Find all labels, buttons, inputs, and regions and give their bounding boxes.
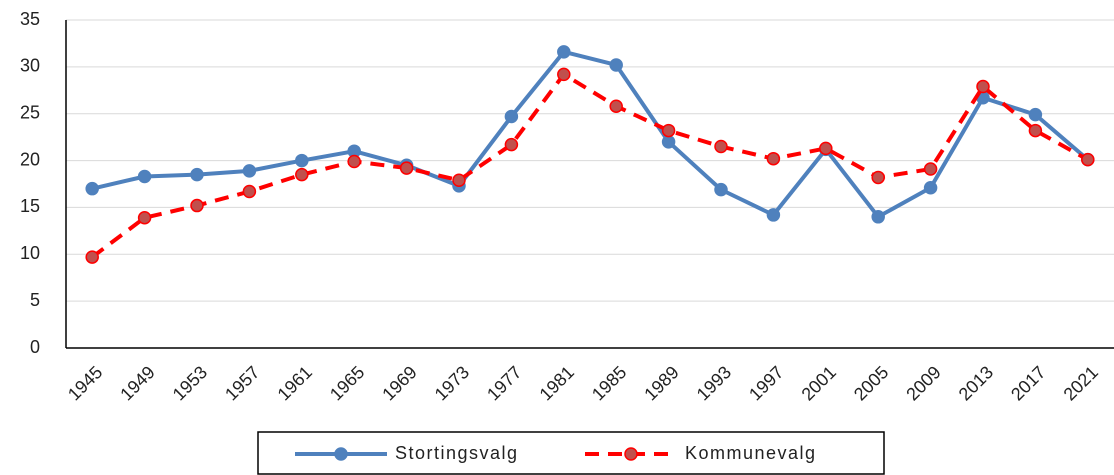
point (504, 109, 519, 124)
point (871, 210, 885, 224)
point (190, 167, 204, 182)
y-tick-label: 30 (20, 56, 40, 76)
point (347, 154, 361, 169)
point (871, 170, 885, 185)
x-tick-label: 2021 (1060, 362, 1102, 404)
y-tick-label: 25 (20, 102, 40, 122)
point (976, 79, 990, 94)
point (557, 67, 571, 82)
x-tick-label: 2017 (1007, 362, 1049, 404)
legend-label: Stortingsvalg (395, 443, 519, 463)
series-line (91, 49, 1090, 219)
point (923, 162, 938, 176)
x-tick-label: 2009 (902, 362, 944, 404)
point (190, 198, 204, 213)
point (819, 141, 833, 156)
point (1028, 107, 1043, 122)
point (766, 151, 781, 166)
x-tick-label: 2013 (955, 362, 997, 404)
x-tick-label: 2005 (850, 362, 892, 404)
series-line (90, 72, 1089, 259)
y-tick-label: 35 (20, 9, 40, 29)
point (85, 181, 99, 196)
point (766, 208, 781, 222)
point (714, 139, 728, 154)
x-tick-label: 1957 (221, 362, 263, 404)
point (661, 123, 676, 138)
x-tick-label: 1977 (483, 362, 525, 404)
point (504, 137, 519, 152)
x-tick-label: 1965 (326, 362, 368, 404)
point (1028, 123, 1043, 138)
point (557, 45, 571, 59)
point (609, 99, 623, 113)
y-tick-label: 10 (20, 243, 40, 263)
x-tick-label: 1949 (116, 362, 158, 404)
x-tick-label: 1997 (745, 362, 787, 404)
point (242, 184, 257, 199)
x-tick-label: 1961 (274, 362, 316, 404)
x-tick-label: 2001 (798, 362, 840, 404)
x-tick-label: 1993 (693, 362, 735, 404)
x-tick-label: 1953 (169, 362, 211, 404)
point (85, 250, 99, 264)
point (137, 169, 152, 184)
legend-label: Kommunevalg (685, 443, 817, 463)
y-tick-label: 5 (30, 290, 40, 310)
x-tick-label: 1985 (588, 362, 630, 404)
y-tick-label: 15 (20, 196, 40, 216)
point (714, 182, 728, 197)
x-tick-label: 1981 (536, 362, 578, 404)
point (1081, 152, 1095, 167)
x-tick-label: 1969 (378, 362, 420, 404)
point (609, 58, 623, 72)
point (399, 161, 414, 175)
y-tick-label: 0 (30, 337, 40, 357)
legend-marker (334, 447, 348, 461)
x-tick-label: 1973 (431, 362, 473, 404)
point (661, 135, 676, 149)
legend-marker (624, 447, 638, 461)
point (137, 210, 152, 225)
point (295, 153, 309, 168)
point (242, 164, 257, 178)
x-tick-label: 1989 (640, 362, 682, 404)
point (923, 180, 938, 195)
point (295, 167, 309, 182)
x-tick-label: 1945 (64, 362, 106, 404)
point (452, 173, 466, 188)
y-tick-label: 20 (20, 149, 40, 169)
